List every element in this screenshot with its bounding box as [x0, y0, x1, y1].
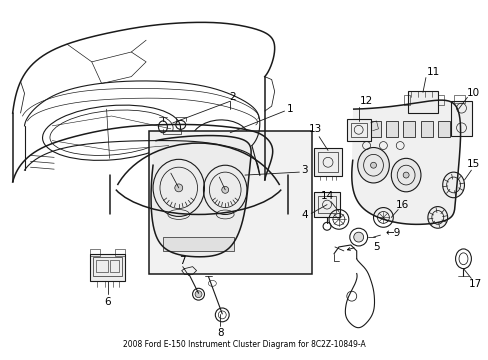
Polygon shape [151, 136, 251, 257]
Text: 10: 10 [466, 88, 479, 98]
Bar [90, 249, 100, 256]
Bar [318, 196, 335, 213]
Text: 4: 4 [301, 211, 307, 220]
Bar [453, 95, 465, 103]
Text: 14: 14 [320, 191, 333, 201]
Ellipse shape [174, 184, 183, 192]
Text: 13: 13 [308, 124, 321, 134]
Bar [163, 237, 234, 251]
Text: 5: 5 [372, 242, 379, 252]
Text: 3: 3 [301, 165, 307, 175]
Text: ←9: ←9 [385, 228, 400, 238]
Text: 16: 16 [395, 199, 408, 210]
Bar [404, 95, 409, 105]
Text: 1: 1 [286, 104, 293, 114]
Text: 15: 15 [466, 159, 479, 169]
Ellipse shape [427, 207, 447, 228]
Bar [149, 131, 311, 274]
Text: 11: 11 [427, 67, 440, 77]
Text: 6: 6 [104, 297, 111, 307]
Bar [407, 91, 437, 113]
Bar [318, 152, 337, 172]
Bar [350, 123, 366, 137]
Ellipse shape [221, 186, 228, 193]
Text: 12: 12 [359, 96, 372, 106]
Ellipse shape [442, 172, 464, 198]
Ellipse shape [390, 158, 420, 192]
Bar [96, 260, 107, 271]
Text: 2: 2 [228, 92, 235, 102]
Text: 7: 7 [179, 256, 185, 266]
Bar [437, 95, 443, 105]
Bar [115, 249, 125, 256]
Text: 17: 17 [468, 279, 481, 289]
Bar [386, 121, 397, 137]
Ellipse shape [195, 291, 202, 298]
Bar [93, 257, 122, 276]
Bar [437, 121, 449, 137]
Bar [369, 121, 381, 137]
Ellipse shape [402, 172, 408, 178]
Bar [420, 121, 432, 137]
Bar [346, 119, 370, 141]
Ellipse shape [353, 232, 363, 242]
Text: 2008 Ford E-150 Instrument Cluster Diagram for 8C2Z-10849-A: 2008 Ford E-150 Instrument Cluster Diagr… [122, 340, 365, 349]
Ellipse shape [370, 162, 376, 168]
Bar [314, 192, 339, 217]
Bar [90, 254, 125, 282]
Ellipse shape [357, 148, 388, 183]
Bar [402, 121, 414, 137]
Text: 8: 8 [217, 328, 223, 338]
Bar [450, 101, 471, 136]
Polygon shape [351, 100, 460, 224]
Bar [109, 260, 119, 271]
Bar [314, 148, 341, 176]
Bar [351, 121, 363, 137]
